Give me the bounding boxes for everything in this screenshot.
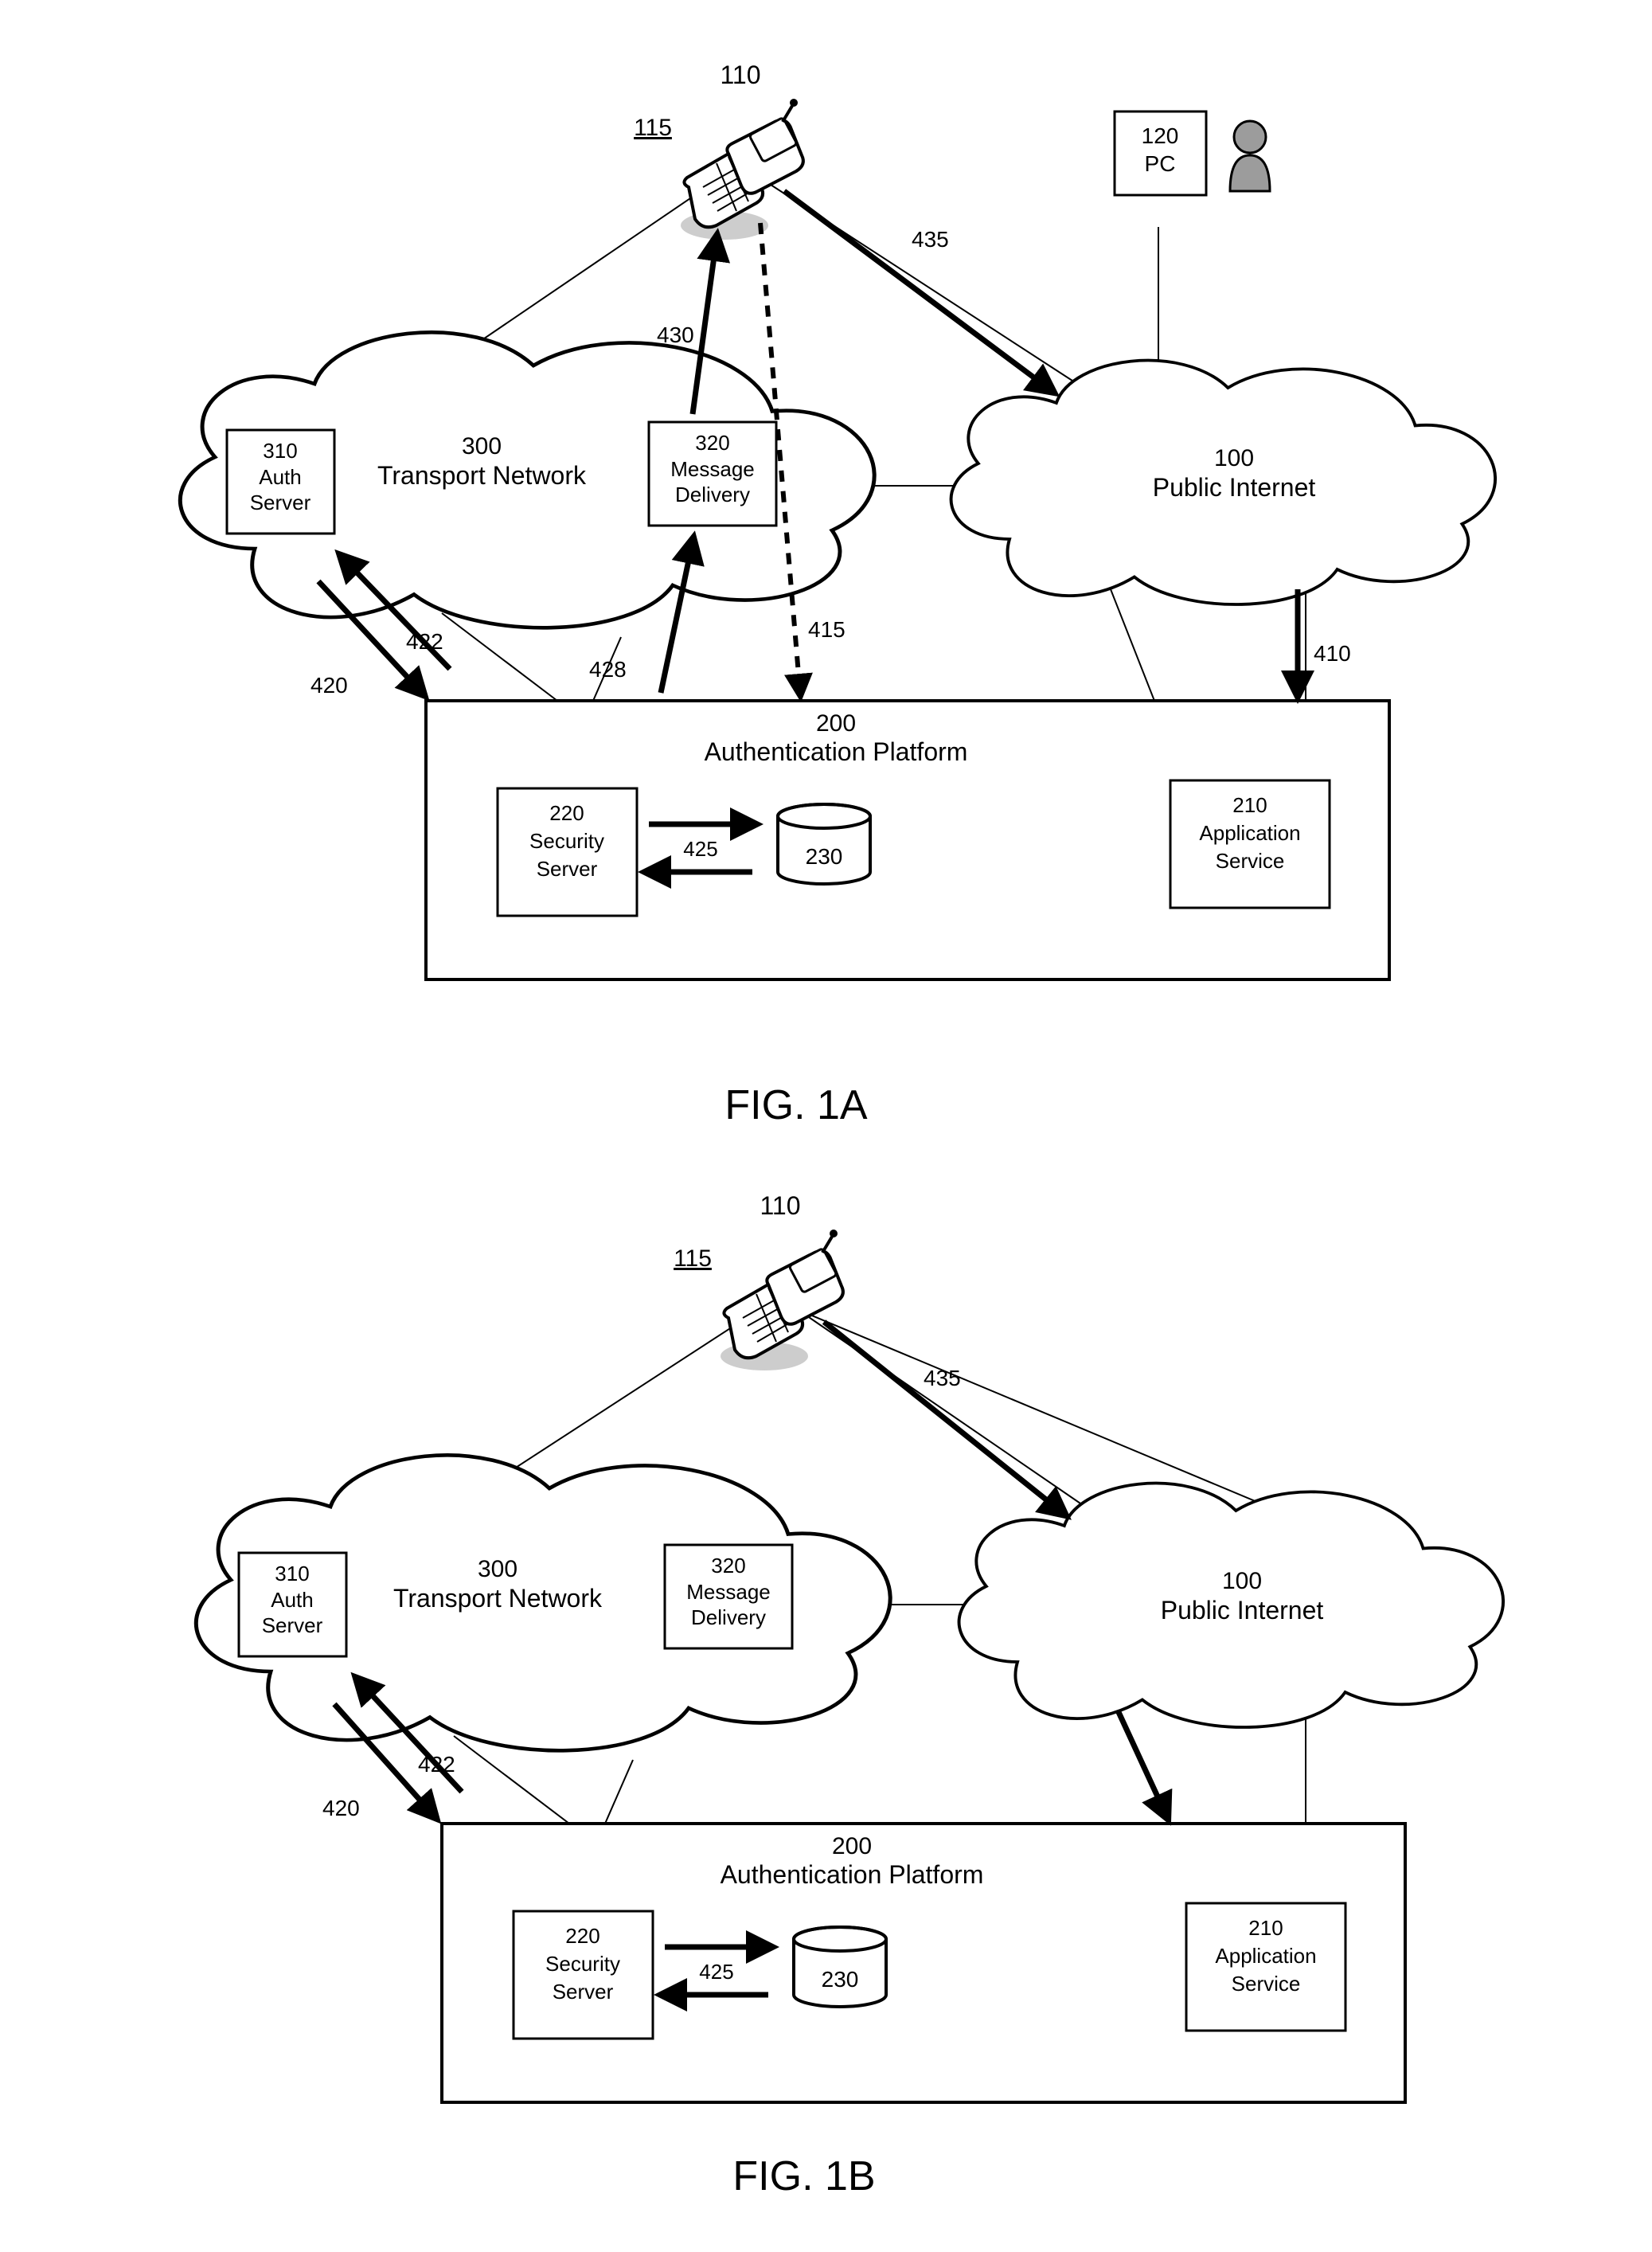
platform-label-b: Authentication Platform — [721, 1860, 984, 1889]
auth-l2-b: Server — [262, 1613, 323, 1637]
app-l1-b: Application — [1215, 1944, 1316, 1968]
msg-ref-b: 320 — [711, 1554, 745, 1578]
lbl-425-b: 425 — [699, 1960, 733, 1984]
lbl-435: 435 — [912, 227, 949, 252]
internet-ref: 100 — [1214, 445, 1254, 471]
sec-ref-b: 220 — [565, 1924, 599, 1948]
lbl-430: 430 — [657, 323, 694, 347]
transport-ref: 300 — [462, 433, 502, 459]
sec-l2-b: Server — [553, 1980, 614, 2004]
pc-label: PC — [1145, 151, 1176, 176]
pc-ref: 120 — [1142, 123, 1179, 148]
msg-ref: 320 — [695, 431, 729, 455]
platform-ref-b: 200 — [832, 1833, 872, 1859]
transport-ref-b: 300 — [478, 1556, 517, 1582]
auth-ref-b: 310 — [275, 1562, 309, 1585]
transport-label-b: Transport Network — [393, 1584, 603, 1613]
lbl-410: 410 — [1314, 641, 1351, 666]
fig1a-caption: FIG. 1A — [724, 1082, 867, 1128]
person-icon — [1230, 121, 1270, 191]
auth-server-l1: Auth — [259, 465, 302, 489]
fig1b-caption: FIG. 1B — [732, 2153, 875, 2199]
sec-l1-b: Security — [545, 1952, 620, 1976]
arrow-int-plat-b — [1119, 1712, 1166, 1816]
lbl-435-b: 435 — [924, 1366, 961, 1390]
phone-icon — [681, 99, 803, 240]
arrow-435 — [784, 191, 1051, 390]
app-ref: 210 — [1232, 793, 1267, 817]
auth-l1-b: Auth — [271, 1588, 314, 1612]
msg-l2: Delivery — [675, 483, 750, 506]
phone-underline-ref: 115 — [634, 115, 672, 141]
phone-icon-b — [721, 1230, 843, 1370]
auth-server-ref: 310 — [263, 439, 297, 463]
transport-label: Transport Network — [377, 461, 587, 490]
phone-ref: 110 — [720, 61, 760, 89]
lbl-425: 425 — [683, 837, 717, 861]
lbl-422-b: 422 — [418, 1752, 455, 1777]
phone-ref-b: 110 — [760, 1191, 800, 1220]
phone-uref-b: 115 — [674, 1245, 712, 1272]
lbl-422: 422 — [406, 629, 443, 654]
diagram-svg: 300 Transport Network 310 Auth Server 32… — [0, 0, 1652, 2252]
arrow-435-b — [824, 1322, 1063, 1513]
msg-l1: Message — [670, 457, 755, 481]
msg-l2-b: Delivery — [691, 1605, 766, 1629]
lbl-420-b: 420 — [322, 1796, 360, 1820]
lbl-428: 428 — [589, 657, 627, 682]
figure-1a: 300 Transport Network 310 Auth Server 32… — [180, 61, 1495, 1128]
sec-l1: Security — [529, 829, 604, 853]
db-ref: 230 — [806, 844, 843, 869]
lbl-415: 415 — [808, 617, 846, 642]
app-l2-b: Service — [1232, 1972, 1301, 1996]
sec-l2: Server — [537, 857, 598, 881]
lbl-420: 420 — [310, 673, 348, 698]
platform-label: Authentication Platform — [705, 737, 968, 766]
app-ref-b: 210 — [1248, 1916, 1283, 1940]
figure-1b: 300 Transport Network 310 Auth Server 32… — [196, 1191, 1503, 2199]
internet-ref-b: 100 — [1222, 1568, 1262, 1594]
internet-label-b: Public Internet — [1161, 1596, 1324, 1624]
msg-l1-b: Message — [686, 1580, 771, 1604]
app-l1: Application — [1199, 821, 1300, 845]
sec-ref: 220 — [549, 801, 584, 825]
auth-server-l2: Server — [250, 491, 311, 514]
internet-label: Public Internet — [1153, 473, 1316, 502]
platform-ref: 200 — [816, 710, 856, 737]
app-l2: Service — [1216, 849, 1285, 873]
db-ref-b: 230 — [822, 1967, 859, 1992]
